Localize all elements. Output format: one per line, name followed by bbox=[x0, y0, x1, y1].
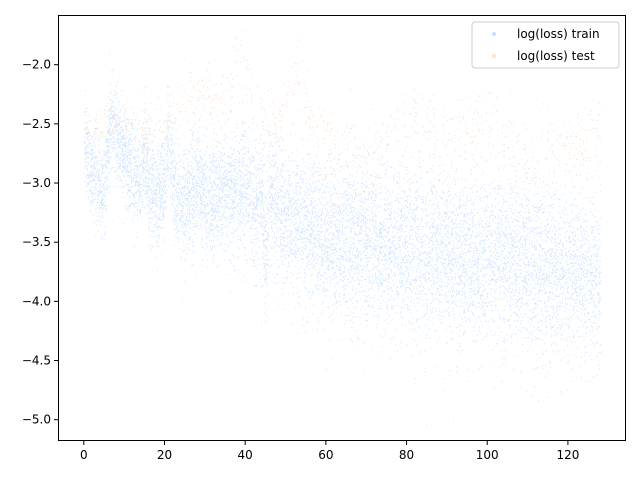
x-axis: 0 20 40 60 80 100 120 bbox=[80, 441, 579, 462]
x-tick-label: 80 bbox=[399, 448, 414, 462]
y-tick-label: −3.5 bbox=[22, 235, 51, 249]
x-tick-label: 40 bbox=[238, 448, 253, 462]
y-axis: −5.0 −4.5 −4.0 −3.5 −3.0 −2.5 −2.0 bbox=[22, 58, 58, 427]
series-points-1 bbox=[84, 29, 601, 209]
legend-label-test: log(loss) test bbox=[517, 49, 595, 63]
y-tick-label: −2.5 bbox=[22, 117, 51, 131]
y-tick-label: −5.0 bbox=[22, 413, 51, 427]
series-points-0 bbox=[83, 53, 602, 426]
x-tick-label: 60 bbox=[318, 448, 333, 462]
axes-frame bbox=[58, 15, 626, 441]
x-tick-label: 100 bbox=[476, 448, 499, 462]
y-tick-label: −4.0 bbox=[22, 294, 51, 308]
legend-marker-train bbox=[492, 32, 496, 36]
y-tick-label: −4.5 bbox=[22, 354, 51, 368]
legend-marker-test bbox=[492, 54, 496, 58]
y-tick-label: −2.0 bbox=[22, 58, 51, 72]
y-tick-label: −3.0 bbox=[22, 176, 51, 190]
scatter-points bbox=[83, 29, 602, 426]
legend: log(loss) train log(loss) test bbox=[471, 21, 620, 69]
x-tick-label: 120 bbox=[556, 448, 579, 462]
x-tick-label: 0 bbox=[80, 448, 88, 462]
legend-label-train: log(loss) train bbox=[517, 27, 600, 41]
x-tick-label: 20 bbox=[157, 448, 172, 462]
legend-box bbox=[471, 21, 620, 69]
